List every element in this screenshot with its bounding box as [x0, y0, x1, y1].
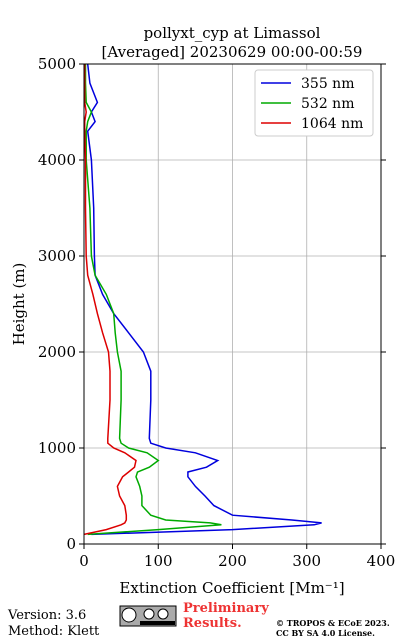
- y-tick-label: 0: [66, 535, 76, 553]
- version: Version: 3.6: [7, 608, 86, 623]
- x-tick-label: 200: [218, 552, 247, 570]
- legend-box: [254, 69, 374, 137]
- data-line: [84, 64, 222, 536]
- data-line: [83, 64, 137, 536]
- copyright: © TROPOS & ECoE 2023.: [276, 618, 390, 628]
- y-tick-label: 3000: [38, 247, 76, 265]
- cc-logo: [119, 605, 177, 627]
- chart-title: pollyxt_cyp at Limassol: [144, 24, 321, 42]
- data-line: [86, 63, 322, 536]
- notice: Preliminary Results.: [183, 601, 269, 631]
- chart-subtitle: [Averaged] 20230629 00:00-00:59: [102, 43, 363, 61]
- x-tick-label: 400: [367, 552, 396, 570]
- legend-label: 532 nm: [301, 96, 354, 112]
- x-axis-label: Extinction Coefficient [Mm⁻¹]: [119, 579, 344, 597]
- plot-frame: [83, 63, 382, 545]
- y-axis-label: Height (m): [10, 263, 28, 346]
- y-tick-label: 2000: [38, 343, 76, 361]
- x-tick-label: 0: [79, 552, 89, 570]
- notice-box: Preliminary Results.: [183, 601, 269, 631]
- legend: 355 nm 532 nm 1064 nm: [254, 69, 374, 137]
- legend-label: 1064 nm: [301, 116, 363, 132]
- method: Method: Klett: [8, 624, 100, 639]
- license: CC BY SA 4.0 License.: [276, 628, 375, 638]
- x-tick-label: 300: [292, 552, 321, 570]
- y-tick-label: 5000: [38, 55, 76, 73]
- y-tick-label: 1000: [38, 439, 76, 457]
- legend-label: 355 nm: [301, 76, 354, 92]
- x-tick-label: 100: [144, 552, 173, 570]
- y-tick-label: 4000: [38, 151, 76, 169]
